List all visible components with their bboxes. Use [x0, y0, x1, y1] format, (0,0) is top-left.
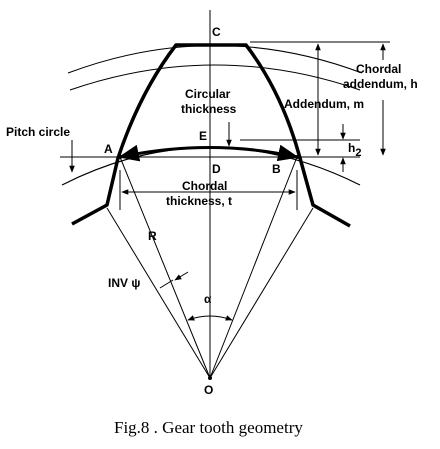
chordal-thickness-label-2: thickness, t: [166, 194, 232, 208]
circular-thickness-label-1: Circular: [185, 87, 231, 101]
point-c-label: C: [212, 25, 221, 39]
point-o-mark: [208, 376, 212, 380]
chordal-thickness-label-1: Chordal: [182, 179, 227, 193]
circular-thickness-arc: [117, 144, 300, 162]
point-d-label: D: [212, 162, 221, 176]
alpha-label: α: [204, 292, 212, 306]
involute-line-right: [209, 207, 314, 379]
inv-psi-label: INV ψ: [108, 276, 140, 290]
radius-r-label: R: [148, 229, 157, 243]
chordal-addendum-label-2: addendum, h: [343, 77, 418, 91]
point-a-label: A: [104, 142, 113, 156]
addendum-label: Addendum, m: [284, 97, 364, 111]
point-b-label: B: [272, 162, 281, 176]
involute-line-left: [106, 207, 211, 379]
inv-psi-arrow: [174, 271, 189, 281]
circular-thickness-label-2: thickness: [181, 102, 237, 116]
alpha-angle-arc: [187, 315, 233, 321]
figure-caption: Fig.8 . Gear tooth geometry: [114, 418, 303, 437]
pitch-circle-label: Pitch circle: [6, 125, 70, 139]
h2-label: h2: [348, 141, 361, 159]
tooth-profile: [71, 43, 351, 228]
inv-psi-arrow-2: [159, 279, 174, 289]
point-e-label: E: [199, 129, 207, 143]
chordal-addendum-label-1: Chordal: [356, 62, 401, 76]
point-o-label: O: [204, 383, 213, 397]
inner-circle-arc: [69, 64, 361, 91]
